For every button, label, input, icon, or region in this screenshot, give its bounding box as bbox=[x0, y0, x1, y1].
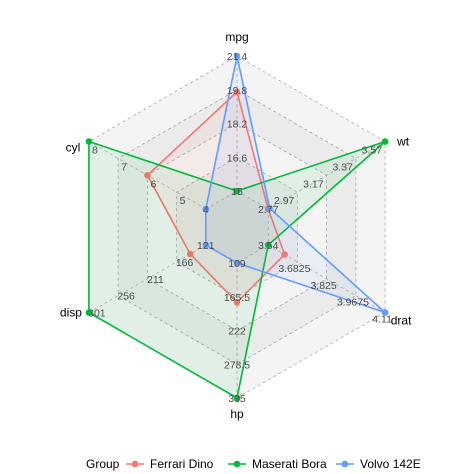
tick-label-drat: 3.54 bbox=[258, 240, 279, 252]
legend-key-point bbox=[131, 460, 139, 468]
legend-key-point bbox=[233, 460, 241, 468]
data-point bbox=[381, 309, 389, 316]
axis-label-disp: disp bbox=[60, 306, 82, 320]
legend-item: Maserati Bora bbox=[228, 457, 327, 471]
radar-grid bbox=[88, 55, 386, 399]
series-2 bbox=[202, 52, 389, 316]
data-point bbox=[233, 187, 241, 195]
legend: Group Ferrari Dino Maserati Bora Volvo 142… bbox=[86, 457, 421, 471]
grid-ring bbox=[117, 89, 357, 365]
tick-label-disp: 166 bbox=[176, 257, 194, 269]
spoke-wt bbox=[268, 141, 386, 210]
tick-label-wt: 3.37 bbox=[332, 161, 353, 173]
data-point bbox=[85, 138, 93, 145]
legend-key-point bbox=[341, 460, 349, 468]
data-point bbox=[202, 241, 210, 249]
data-point bbox=[85, 309, 93, 316]
tick-label-cyl: 4 bbox=[203, 204, 209, 216]
tick-label-wt: 3.17 bbox=[303, 178, 324, 190]
radar-series bbox=[85, 52, 389, 402]
legend-title: Group bbox=[86, 457, 120, 471]
tick-label-hp: 222 bbox=[228, 326, 246, 338]
data-point bbox=[264, 241, 272, 249]
tick-label-hp: 335 bbox=[228, 393, 246, 405]
spoke-disp bbox=[88, 244, 206, 313]
tick-label-mpg: 18.2 bbox=[227, 119, 248, 131]
legend-label: Ferrari Dino bbox=[150, 457, 214, 471]
spoke-drat bbox=[268, 244, 386, 313]
tick-label-mpg: 15 bbox=[231, 186, 243, 198]
tick-label-disp: 211 bbox=[147, 274, 164, 286]
tick-label-wt: 2.77 bbox=[258, 204, 279, 216]
tick-label-disp: 256 bbox=[117, 291, 135, 303]
data-point bbox=[233, 299, 241, 306]
grid-center bbox=[205, 191, 269, 263]
data-point bbox=[186, 250, 194, 258]
tick-label-disp: 121 bbox=[197, 240, 215, 252]
tick-label-drat: 4.11 bbox=[372, 314, 392, 326]
tick-label-mpg: 16.6 bbox=[227, 152, 248, 164]
axis-label-wt: wt bbox=[396, 135, 410, 149]
axis-label-mpg: mpg bbox=[225, 30, 248, 44]
data-point bbox=[233, 88, 241, 96]
legend-label: Maserati Bora bbox=[252, 457, 327, 471]
axis-label-cyl: cyl bbox=[66, 141, 81, 155]
tick-label-cyl: 8 bbox=[92, 145, 98, 157]
legend-item: Volvo 142E bbox=[336, 457, 421, 471]
data-point bbox=[233, 52, 241, 60]
tick-label-drat: 3.9675 bbox=[337, 297, 369, 309]
data-point bbox=[144, 172, 151, 179]
tick-label-cyl: 6 bbox=[150, 178, 156, 190]
tick-label-mpg: 19.8 bbox=[227, 85, 248, 97]
data-point bbox=[266, 204, 273, 212]
data-point bbox=[233, 259, 241, 267]
grid-ring bbox=[176, 156, 298, 298]
axis-label-hp: hp bbox=[230, 407, 244, 421]
tick-label-hp: 109 bbox=[228, 258, 246, 270]
data-point bbox=[381, 138, 389, 145]
tick-label-cyl: 7 bbox=[121, 161, 127, 173]
axis-label-drat: drat bbox=[391, 314, 412, 328]
data-point bbox=[281, 251, 288, 258]
tick-label-drat: 3.825 bbox=[310, 280, 336, 292]
radar-tick-labels: 15 16.6 18.2 19.8 21.4 2.772.97 3.17 3.37 3.57 3.… bbox=[60, 30, 412, 421]
series-1 bbox=[85, 138, 389, 402]
tick-label-wt: 3.57 bbox=[362, 145, 383, 157]
tick-label-drat: 3.6825 bbox=[278, 263, 310, 275]
data-point bbox=[202, 205, 210, 213]
tick-label-cyl: 5 bbox=[180, 195, 186, 207]
legend-label: Volvo 142E bbox=[360, 457, 421, 471]
tick-label-wt: 2.97 bbox=[274, 195, 295, 207]
legend-item: Ferrari Dino bbox=[126, 457, 214, 471]
tick-label-mpg: 21.4 bbox=[227, 51, 248, 63]
data-point bbox=[233, 394, 241, 402]
tick-label-disp: 301 bbox=[88, 308, 106, 320]
series-0 bbox=[144, 88, 288, 306]
tick-label-hp: 278.5 bbox=[224, 359, 250, 371]
tick-label-hp: 165.5 bbox=[224, 292, 250, 304]
